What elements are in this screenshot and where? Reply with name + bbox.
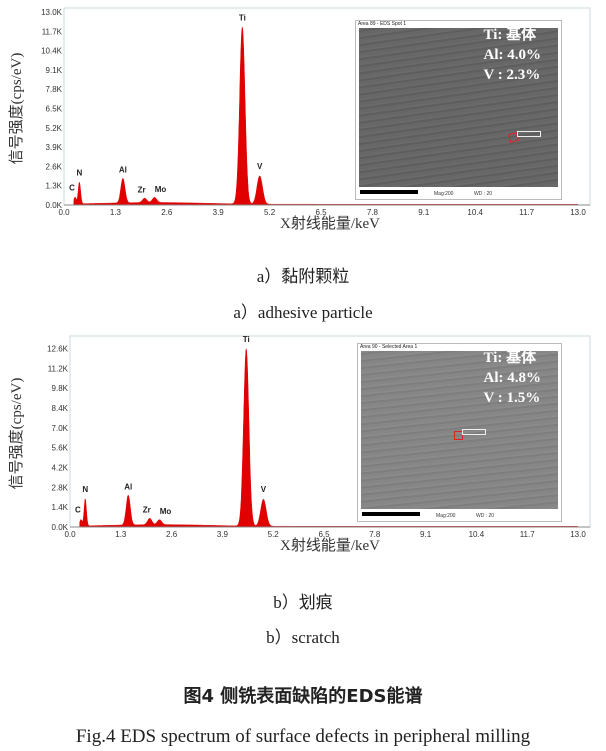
y-tick-label: 12.6K bbox=[47, 345, 69, 354]
peak-label-mo: Mo bbox=[155, 185, 167, 194]
caption-b-cn: b）划痕 bbox=[273, 593, 333, 612]
peak-label-c: C bbox=[69, 183, 75, 192]
y-tick-label: 3.9K bbox=[46, 143, 63, 152]
scale-bar bbox=[360, 190, 418, 194]
composition-ti: Ti: 基体 bbox=[483, 27, 537, 43]
x-axis-label: X射线能量/keV bbox=[280, 215, 380, 232]
figure-title-en: Fig.4 EDS spectrum of surface defects in… bbox=[75, 726, 531, 747]
composition-al: Al: 4.8% bbox=[483, 370, 542, 386]
y-tick-label: 1.4K bbox=[52, 503, 69, 512]
peak-label-c: C bbox=[75, 506, 81, 515]
x-tick-label: 5.2 bbox=[268, 530, 280, 539]
working-distance: WD : 20 bbox=[476, 513, 495, 519]
y-tick-label: 0.0K bbox=[46, 201, 63, 210]
caption-a-en: a）adhesive particle bbox=[233, 303, 373, 322]
inset-header: Area 89 - EDS Spot 1 bbox=[358, 21, 407, 27]
working-distance: WD : 20 bbox=[474, 191, 493, 197]
peak-label-zr: Zr bbox=[138, 186, 146, 195]
peak-label-n: N bbox=[77, 168, 83, 177]
composition-v: V : 2.3% bbox=[483, 67, 541, 83]
y-tick-label: 7.0K bbox=[52, 424, 69, 433]
x-tick-label: 11.7 bbox=[520, 530, 536, 539]
spectrum-area bbox=[77, 348, 579, 528]
y-tick-label: 5.2K bbox=[46, 124, 63, 133]
y-tick-label: 7.8K bbox=[46, 85, 63, 94]
y-tick-label: 11.7K bbox=[42, 27, 63, 36]
sem-inset-b: Area 90 - Selected Area 1 Ti: 基体 Al: 4.8… bbox=[357, 343, 562, 522]
caption-a-cn: a）黏附颗粒 bbox=[256, 267, 350, 286]
x-tick-label: 2.6 bbox=[161, 208, 173, 217]
x-tick-label: 10.4 bbox=[469, 530, 485, 539]
y-tick-label: 10.4K bbox=[41, 47, 63, 56]
spot-label-box bbox=[517, 131, 541, 137]
area-label-box bbox=[462, 429, 486, 435]
spectrum-area bbox=[71, 26, 579, 206]
x-tick-label: 6.5 bbox=[318, 530, 330, 539]
sem-image bbox=[359, 28, 558, 187]
x-tick-label: 7.8 bbox=[369, 530, 381, 539]
x-tick-label: 13.0 bbox=[570, 530, 586, 539]
peak-label-mo: Mo bbox=[160, 507, 172, 516]
x-tick-label: 3.9 bbox=[213, 208, 225, 217]
x-tick-label: 1.3 bbox=[110, 208, 122, 217]
x-tick-label: 11.7 bbox=[519, 208, 535, 217]
inset-footer: Mag:200 WD : 20 bbox=[359, 188, 558, 198]
x-tick-label: 9.1 bbox=[418, 208, 430, 217]
peak-label-n: N bbox=[82, 485, 88, 494]
composition-text: Ti: 基体 Al: 4.0% V : 2.3% bbox=[484, 25, 542, 85]
x-tick-label: 13.0 bbox=[570, 208, 586, 217]
peak-label-al: Al bbox=[119, 166, 127, 175]
y-tick-label: 2.6K bbox=[46, 162, 63, 171]
x-tick-label: 10.4 bbox=[467, 208, 483, 217]
y-tick-label: 4.2K bbox=[52, 464, 69, 473]
peak-label-ti: Ti bbox=[243, 335, 250, 344]
peak-label-ti: Ti bbox=[239, 13, 246, 22]
x-tick-label: 9.1 bbox=[420, 530, 432, 539]
composition-v: V : 1.5% bbox=[483, 390, 541, 406]
magnification: Mag:200 bbox=[434, 191, 454, 197]
x-tick-label: 3.9 bbox=[217, 530, 229, 539]
x-tick-label: 0.0 bbox=[64, 530, 76, 539]
y-tick-label: 5.6K bbox=[52, 444, 69, 453]
y-tick-label: 8.4K bbox=[52, 404, 69, 413]
x-tick-label: 6.5 bbox=[315, 208, 327, 217]
sem-image bbox=[361, 351, 558, 509]
x-tick-label: 1.3 bbox=[115, 530, 127, 539]
x-tick-label: 7.8 bbox=[367, 208, 379, 217]
x-tick-label: 5.2 bbox=[264, 208, 276, 217]
y-tick-label: 9.1K bbox=[46, 66, 63, 75]
peak-label-v: V bbox=[261, 485, 267, 494]
peak-label-al: Al bbox=[124, 482, 132, 491]
figure-title-cn: 图4 侧铣表面缺陷的EDS能谱 bbox=[183, 686, 423, 707]
y-axis-label: 信号强度(cps/eV) bbox=[8, 378, 25, 490]
composition-al: Al: 4.0% bbox=[483, 47, 542, 63]
caption-b-en: b）scratch bbox=[266, 628, 340, 647]
composition-ti: Ti: 基体 bbox=[483, 350, 537, 366]
peak-label-zr: Zr bbox=[143, 506, 151, 515]
x-tick-label: 2.6 bbox=[166, 530, 178, 539]
x-tick-label: 0.0 bbox=[58, 208, 70, 217]
inset-footer: Mag:200 WD : 20 bbox=[361, 510, 558, 520]
area-marker bbox=[454, 431, 463, 440]
composition-text: Ti: 基体 Al: 4.8% V : 1.5% bbox=[484, 348, 542, 408]
y-tick-label: 13.0K bbox=[41, 8, 63, 17]
inset-header: Area 90 - Selected Area 1 bbox=[360, 344, 418, 350]
y-tick-label: 9.8K bbox=[52, 384, 69, 393]
y-tick-label: 11.2K bbox=[48, 364, 69, 373]
peak-label-v: V bbox=[257, 162, 263, 171]
x-axis-label: X射线能量/keV bbox=[280, 537, 380, 554]
y-tick-label: 6.5K bbox=[46, 105, 63, 114]
y-tick-label: 0.0K bbox=[52, 523, 69, 532]
y-axis-label: 信号强度(cps/eV) bbox=[8, 53, 25, 165]
y-tick-label: 2.8K bbox=[52, 483, 69, 492]
magnification: Mag:200 bbox=[436, 513, 456, 519]
scale-bar bbox=[362, 512, 420, 516]
y-tick-label: 1.3K bbox=[46, 182, 63, 191]
sem-inset-a: Area 89 - EDS Spot 1 Ti: 基体 Al: 4.0% V :… bbox=[355, 20, 562, 200]
